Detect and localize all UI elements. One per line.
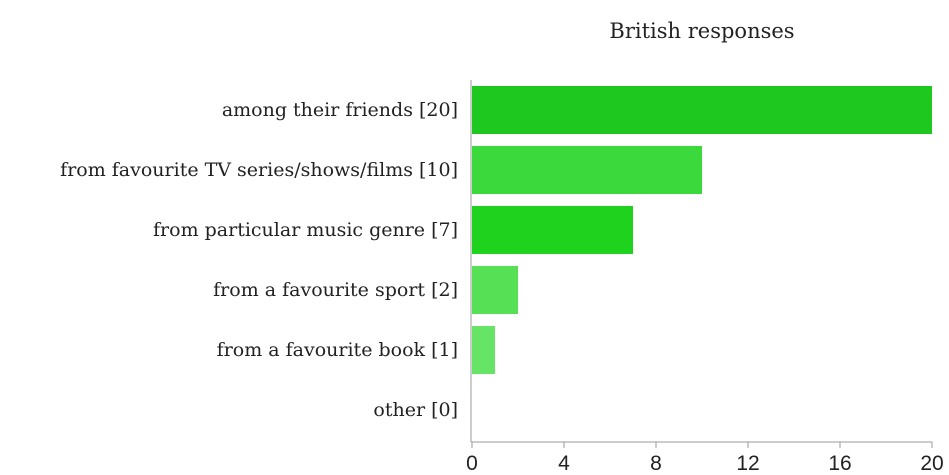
chart-title: British responses — [609, 19, 794, 43]
x-ticks-group: 0 4 8 12 16 20 — [466, 442, 944, 475]
bar-2 — [472, 206, 633, 254]
x-tick-label-3: 12 — [736, 452, 759, 475]
category-label-5: other [0] — [373, 399, 458, 421]
x-tick-label-1: 4 — [558, 452, 570, 475]
bar-4 — [472, 326, 495, 374]
category-label-3: from a favourite sport [2] — [213, 279, 458, 301]
category-label-2: from particular music genre [7] — [153, 219, 458, 241]
category-label-4: from a favourite book [1] — [217, 339, 458, 361]
x-tick-label-4: 16 — [828, 452, 851, 475]
category-label-0: among their friends [20] — [222, 99, 458, 121]
bar-0 — [472, 86, 932, 134]
bar-3 — [472, 266, 518, 314]
x-tick-label-0: 0 — [466, 452, 478, 475]
bars-group — [472, 86, 932, 374]
bar-1 — [472, 146, 702, 194]
category-labels: among their friends [20] from favourite T… — [60, 99, 458, 421]
category-label-1: from favourite TV series/shows/films [10… — [60, 159, 458, 181]
x-tick-label-5: 20 — [920, 452, 943, 475]
x-tick-label-2: 8 — [650, 452, 662, 475]
